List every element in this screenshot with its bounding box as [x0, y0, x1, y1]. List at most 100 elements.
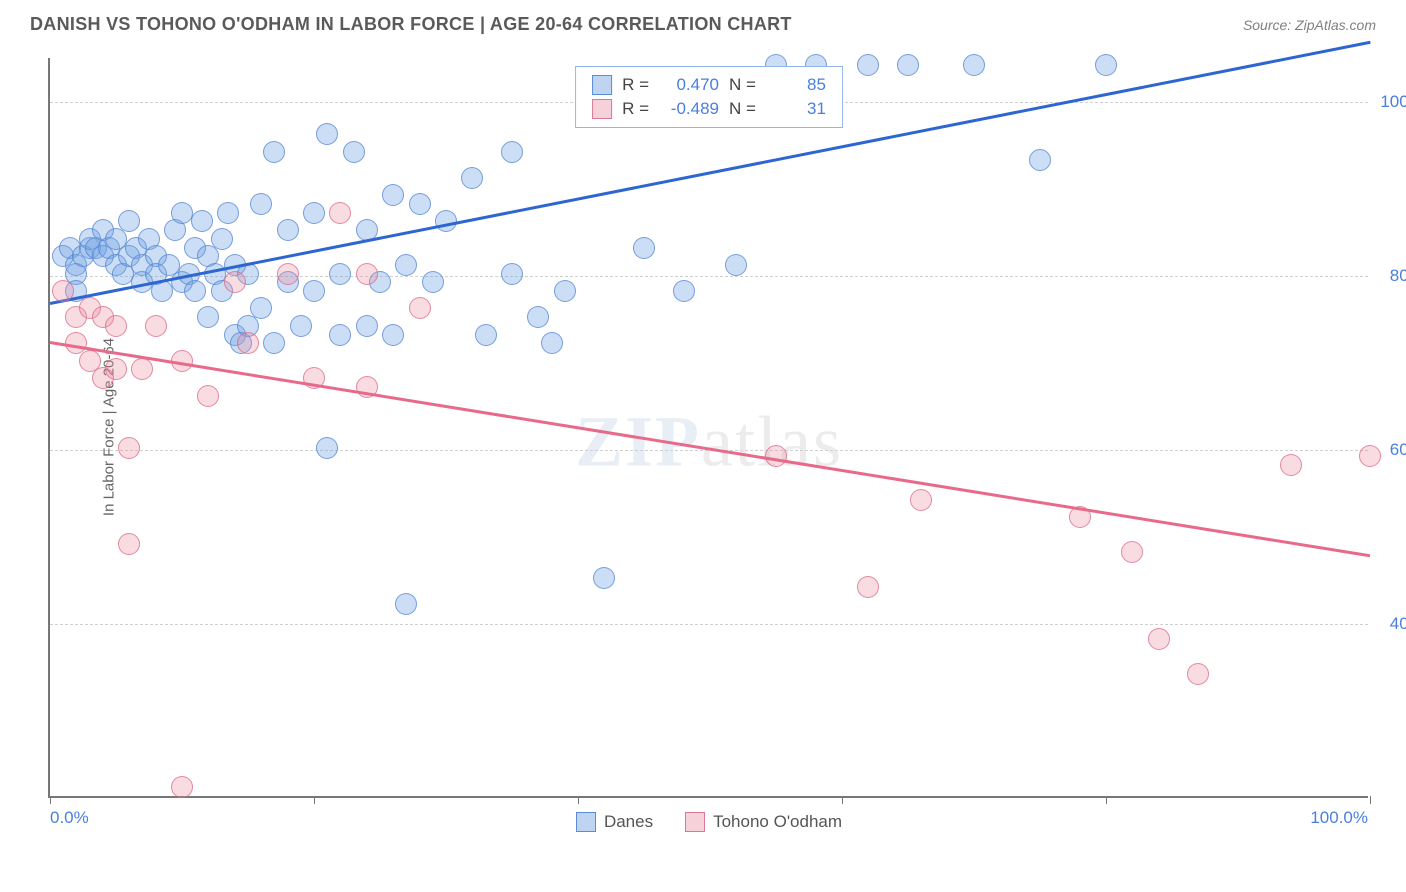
- scatter-point: [197, 385, 219, 407]
- scatter-point: [329, 202, 351, 224]
- scatter-point: [197, 306, 219, 328]
- n-label: N =: [729, 73, 756, 97]
- scatter-point: [897, 54, 919, 76]
- r-value-tohono: -0.489: [659, 97, 719, 121]
- x-tick: [1106, 796, 1107, 804]
- scatter-point: [224, 271, 246, 293]
- scatter-point: [409, 297, 431, 319]
- x-tick: [842, 796, 843, 804]
- scatter-point: [316, 123, 338, 145]
- scatter-point: [1148, 628, 1170, 650]
- scatter-point: [303, 202, 325, 224]
- r-label: R =: [622, 73, 649, 97]
- scatter-point: [118, 210, 140, 232]
- legend-label-danes: Danes: [604, 812, 653, 832]
- scatter-point: [382, 324, 404, 346]
- legend-item-danes: Danes: [576, 812, 653, 832]
- x-tick: [50, 796, 51, 804]
- scatter-point: [422, 271, 444, 293]
- scatter-point: [395, 593, 417, 615]
- scatter-point: [382, 184, 404, 206]
- y-tick-label: 100.0%: [1380, 92, 1406, 112]
- scatter-point: [910, 489, 932, 511]
- n-label: N =: [729, 97, 756, 121]
- scatter-point: [277, 263, 299, 285]
- source-name: ZipAtlas.com: [1295, 17, 1376, 33]
- scatter-point: [105, 315, 127, 337]
- scatter-point: [1187, 663, 1209, 685]
- scatter-point: [1359, 445, 1381, 467]
- scatter-point: [673, 280, 695, 302]
- scatter-point: [527, 306, 549, 328]
- legend-row-tohono: R = -0.489 N = 31: [592, 97, 826, 121]
- x-axis-max-label: 100.0%: [1310, 808, 1368, 828]
- x-tick: [1370, 796, 1371, 804]
- scatter-point: [857, 576, 879, 598]
- scatter-point: [501, 141, 523, 163]
- scatter-point: [250, 297, 272, 319]
- scatter-point: [857, 54, 879, 76]
- scatter-point: [461, 167, 483, 189]
- scatter-point: [1029, 149, 1051, 171]
- swatch-blue: [592, 75, 612, 95]
- scatter-point: [263, 332, 285, 354]
- scatter-point: [501, 263, 523, 285]
- scatter-point: [633, 237, 655, 259]
- chart-title: DANISH VS TOHONO O'ODHAM IN LABOR FORCE …: [30, 14, 792, 35]
- plot-dynamic-layer: 40.0%60.0%80.0%100.0%: [50, 58, 1368, 796]
- scatter-point: [131, 358, 153, 380]
- scatter-point: [409, 193, 431, 215]
- scatter-point: [1095, 54, 1117, 76]
- scatter-point: [316, 437, 338, 459]
- scatter-point: [356, 315, 378, 337]
- scatter-point: [217, 202, 239, 224]
- legend-label-tohono: Tohono O'odham: [713, 812, 842, 832]
- scatter-point: [118, 437, 140, 459]
- swatch-pink-icon: [685, 812, 705, 832]
- scatter-point: [725, 254, 747, 276]
- source-prefix: Source:: [1243, 17, 1295, 33]
- scatter-point: [554, 280, 576, 302]
- scatter-point: [118, 533, 140, 555]
- scatter-point: [1121, 541, 1143, 563]
- gridline-h: [50, 624, 1368, 625]
- scatter-point: [191, 210, 213, 232]
- n-value-danes: 85: [766, 73, 826, 97]
- scatter-point: [329, 324, 351, 346]
- r-label: R =: [622, 97, 649, 121]
- scatter-point: [171, 776, 193, 798]
- scatter-point: [250, 193, 272, 215]
- swatch-pink: [592, 99, 612, 119]
- scatter-point: [171, 202, 193, 224]
- scatter-point: [303, 280, 325, 302]
- scatter-point: [356, 263, 378, 285]
- y-tick-label: 80.0%: [1390, 266, 1406, 286]
- scatter-point: [211, 228, 233, 250]
- scatter-point: [329, 263, 351, 285]
- scatter-point: [343, 141, 365, 163]
- scatter-point: [52, 280, 74, 302]
- swatch-blue-icon: [576, 812, 596, 832]
- y-tick-label: 60.0%: [1390, 440, 1406, 460]
- x-tick: [314, 796, 315, 804]
- scatter-point: [277, 219, 299, 241]
- bottom-legend: Danes Tohono O'odham: [50, 812, 1368, 832]
- scatter-point: [145, 315, 167, 337]
- scatter-point: [105, 358, 127, 380]
- y-tick-label: 40.0%: [1390, 614, 1406, 634]
- correlation-legend: R = 0.470 N = 85 R = -0.489 N = 31: [575, 66, 843, 128]
- plot-area: In Labor Force | Age 20-64 ZIPatlas 40.0…: [48, 58, 1368, 798]
- scatter-point: [475, 324, 497, 346]
- x-axis-min-label: 0.0%: [50, 808, 89, 828]
- legend-row-danes: R = 0.470 N = 85: [592, 73, 826, 97]
- scatter-point: [541, 332, 563, 354]
- r-value-danes: 0.470: [659, 73, 719, 97]
- legend-item-tohono: Tohono O'odham: [685, 812, 842, 832]
- scatter-point: [593, 567, 615, 589]
- x-tick: [578, 796, 579, 804]
- n-value-tohono: 31: [766, 97, 826, 121]
- scatter-point: [237, 332, 259, 354]
- source-label: Source: ZipAtlas.com: [1243, 17, 1376, 33]
- scatter-point: [263, 141, 285, 163]
- scatter-point: [963, 54, 985, 76]
